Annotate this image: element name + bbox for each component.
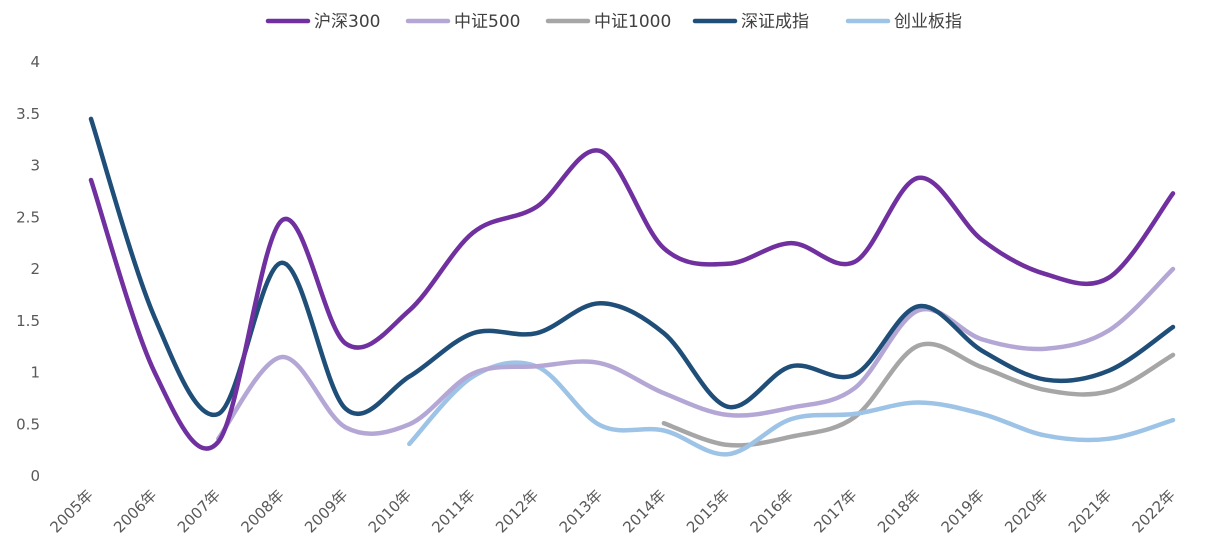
x-tick-label: 2021年 <box>1065 486 1115 536</box>
x-tick-label: 2009年 <box>301 486 351 536</box>
x-tick-label: 2020年 <box>1001 486 1051 536</box>
x-tick-label: 2018年 <box>874 486 924 536</box>
y-tick-label: 2 <box>30 260 40 278</box>
x-tick-label: 2011年 <box>428 486 478 536</box>
x-tick-label: 2012年 <box>492 486 542 536</box>
x-tick-label: 2005年 <box>46 486 96 536</box>
y-tick-label: 0 <box>30 467 40 485</box>
y-tick-label: 4 <box>30 53 40 71</box>
series-line-1 <box>216 266 1176 441</box>
legend-label: 中证500 <box>454 12 520 32</box>
x-tick-label: 2014年 <box>619 486 669 536</box>
x-tick-label: 2013年 <box>556 486 606 536</box>
y-tick-label: 2.5 <box>16 208 40 226</box>
legend-item: 中证1000 <box>545 12 671 32</box>
legend-label: 创业板指 <box>894 12 962 32</box>
legend-label: 沪深300 <box>314 12 380 32</box>
x-tick-label: 2010年 <box>365 486 415 536</box>
legend-item: 中证500 <box>405 12 520 32</box>
x-tick-label: 2007年 <box>174 486 224 536</box>
legend-item: 创业板指 <box>845 12 962 32</box>
y-axis: 0 0.5 1 1.5 2 2.5 3 3.5 4 <box>16 53 40 485</box>
x-tick-label: 2006年 <box>110 486 160 536</box>
legend-label: 中证1000 <box>594 12 671 32</box>
x-tick-label: 2008年 <box>237 486 287 536</box>
y-tick-label: 1 <box>30 364 40 382</box>
y-tick-label: 0.5 <box>16 415 40 433</box>
x-tick-label: 2017年 <box>810 486 860 536</box>
legend: 沪深300 中证500 中证1000 深证成指 创业板指 <box>265 12 962 32</box>
series-line-3 <box>88 116 1176 418</box>
y-tick-label: 1.5 <box>16 312 40 330</box>
series-line-2 <box>661 341 1176 448</box>
x-axis: 2005年 2006年 2007年 2008年 2009年 2010年 2011年 2012年… <box>46 486 1178 536</box>
y-tick-label: 3 <box>30 157 40 175</box>
x-tick-label: 2022年 <box>1129 486 1179 536</box>
x-tick-label: 2019年 <box>938 486 988 536</box>
legend-item: 深证成指 <box>692 12 809 32</box>
legend-item: 沪深300 <box>265 12 380 32</box>
legend-label: 深证成指 <box>741 12 809 32</box>
plot-area <box>88 116 1176 457</box>
x-tick-label: 2016年 <box>747 486 797 536</box>
series-line-0 <box>88 148 1176 451</box>
x-tick-label: 2015年 <box>683 486 733 536</box>
y-tick-label: 3.5 <box>16 105 40 123</box>
